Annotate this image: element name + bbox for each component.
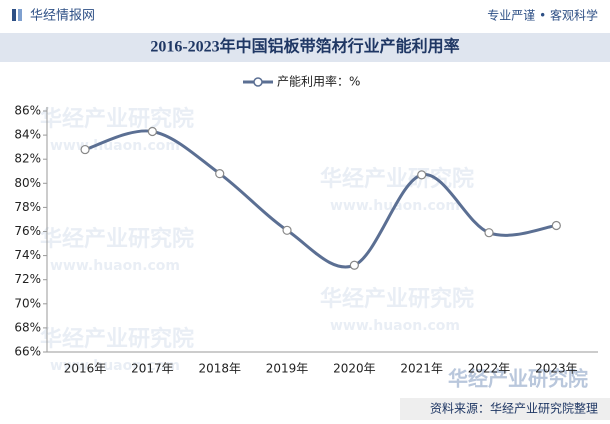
point: [417, 170, 427, 180]
x-tick-label: 2020年: [333, 362, 376, 376]
x-tick-label: 2022年: [468, 362, 511, 376]
x-tick-label: 2017年: [131, 362, 174, 376]
chart-title: 2016-2023年中国铝板带箔材行业产能利用率: [150, 37, 459, 56]
watermark-name: 华经产业研究院: [320, 286, 474, 312]
watermark-name: 华经产业研究院: [40, 326, 194, 352]
point: [80, 144, 90, 155]
y-tick-label: 68%: [14, 320, 41, 334]
line: [84, 129, 557, 269]
point: [147, 126, 157, 137]
watermarks: 华经产业研究院 www.huaon.com 华经产业研究院 www.huaon.com…: [40, 106, 474, 374]
x-tick-label: 2016年: [64, 362, 107, 376]
logo-mark: [12, 9, 16, 21]
logo-mark: [18, 9, 22, 21]
y-tick-label: 66%: [14, 345, 41, 359]
watermark-url: www.huaon.com: [50, 258, 180, 274]
x-tick-label: 2019年: [266, 362, 309, 376]
slogan: 专业严谨 • 客观科学: [487, 8, 598, 23]
y-tick-label: 70%: [14, 296, 41, 310]
watermark-name: 华经产业研究院: [448, 367, 588, 391]
x-tick-label: 2018年: [198, 362, 241, 376]
watermark-url: www.huaon.com: [50, 358, 180, 374]
point: [484, 228, 494, 238]
header-bar: [0, 0, 610, 30]
y-tick-label: 72%: [14, 272, 41, 286]
y-tick-label: 76%: [14, 224, 41, 238]
x-tick-label: 2021年: [400, 362, 443, 376]
title-bar: [0, 33, 610, 62]
y-tick-label: 84%: [14, 128, 41, 142]
watermark-name: 华经产业研究院: [40, 106, 194, 132]
y-tick-label: 80%: [14, 176, 41, 190]
watermark-name: 华经产业研究院: [320, 166, 474, 192]
legend-marker: [253, 77, 263, 87]
watermark-name: 华经产业研究院: [40, 226, 194, 252]
point: [349, 260, 359, 270]
watermark-url: www.huaon.com: [330, 318, 460, 334]
y-tick-label: 78%: [14, 200, 41, 214]
y-tick-label: 82%: [14, 152, 41, 166]
point: [551, 220, 561, 231]
brand: 华经情报网: [30, 9, 95, 24]
x-tick-label: 2023年: [535, 362, 578, 376]
point: [282, 225, 292, 235]
point: [215, 169, 225, 179]
legend-label: 产能利用率：%: [277, 74, 360, 89]
source: 资料来源：华经产业研究院整理: [430, 401, 598, 416]
watermark-url: www.huaon.com: [50, 138, 180, 154]
source-bar: [400, 398, 610, 420]
y-tick-label: 74%: [14, 248, 41, 262]
y-tick-label: 86%: [14, 104, 41, 118]
